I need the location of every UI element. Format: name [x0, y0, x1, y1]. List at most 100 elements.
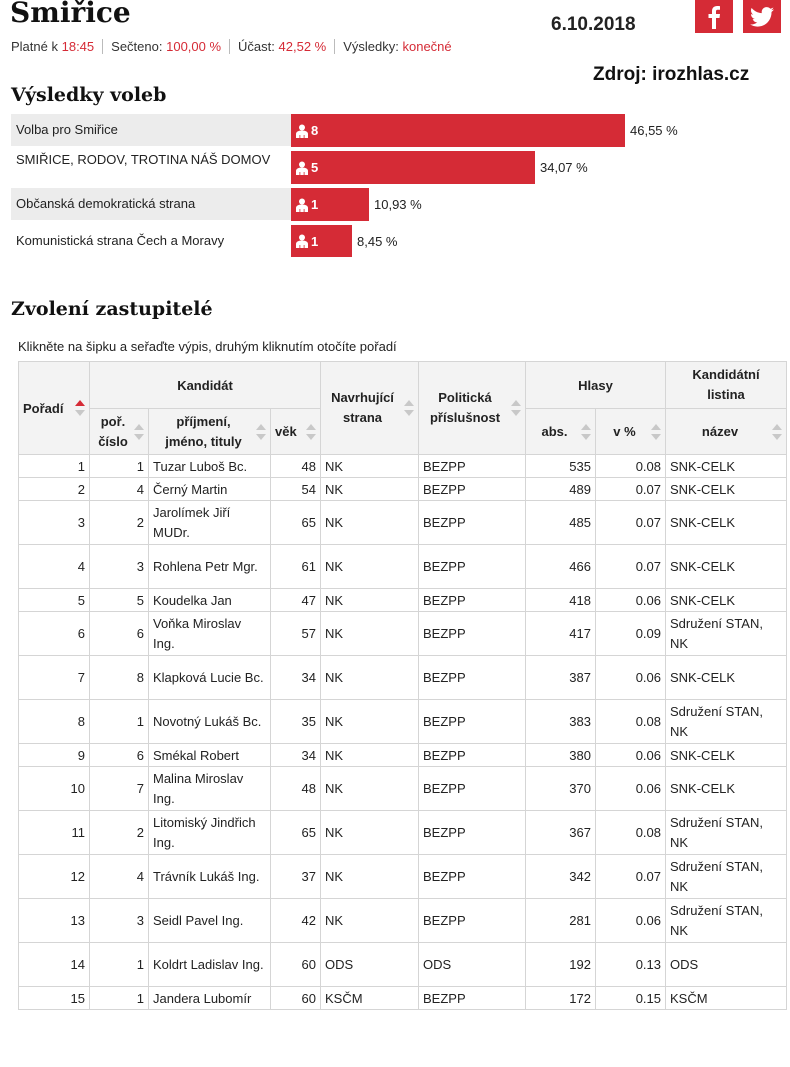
cell-politicka: BEZPP	[418, 810, 526, 855]
cell-poradi: 1	[18, 454, 90, 478]
cell-pct: 0.06	[595, 655, 666, 700]
cell-abs: 387	[525, 655, 596, 700]
table-row: 5 5 Koudelka Jan 47 NK BEZPP 418 0.06 SNK-CELK	[18, 588, 787, 612]
turnout-value: 42,52 %	[278, 39, 327, 54]
table-row: 6 6 Voňka Miroslav Ing. 57 NK BEZPP 417 0.09 Sdr…	[18, 611, 787, 656]
cell-cislo: 4	[89, 854, 149, 899]
col-navrhujici[interactable]: Navrhující strana	[320, 361, 419, 455]
cell-cislo: 1	[89, 454, 149, 478]
cell-cislo: 5	[89, 588, 149, 612]
col-nazev[interactable]: název	[665, 408, 787, 455]
cell-politicka: BEZPP	[418, 766, 526, 811]
col-navrhujici-label-2: strana	[342, 410, 383, 425]
facebook-icon	[708, 5, 720, 29]
cell-abs: 418	[525, 588, 596, 612]
cell-politicka: BEZPP	[418, 743, 526, 767]
cell-politicka: BEZPP	[418, 898, 526, 943]
cell-jmeno: Koldrt Ladislav Ing.	[148, 942, 271, 987]
table-row: 14 1 Koldrt Ladislav Ing. 60 ODS ODS 192 0.13 OD…	[18, 942, 787, 987]
col-kandidat-label: Kandidát	[177, 377, 233, 393]
cell-abs: 383	[525, 699, 596, 744]
person-icon	[296, 124, 308, 138]
cell-poradi: 9	[18, 743, 90, 767]
facebook-share-button[interactable]	[695, 0, 733, 33]
table-row: 13 3 Seidl Pavel Ing. 42 NK BEZPP 281 0.06 Sdruž…	[18, 898, 787, 943]
cell-pct: 0.07	[595, 544, 666, 589]
twitter-share-button[interactable]	[743, 0, 781, 33]
cell-politicka: BEZPP	[418, 986, 526, 1010]
cell-cislo: 1	[89, 942, 149, 987]
cell-jmeno: Smékal Robert	[148, 743, 271, 767]
col-politicka-label-2: příslušnost	[429, 410, 501, 425]
cell-listina: Sdružení STAN, NK	[665, 611, 787, 656]
sort-icon[interactable]	[306, 423, 316, 440]
sort-icon[interactable]	[511, 400, 521, 416]
cell-cislo: 6	[89, 743, 149, 767]
party-percent: 46,55 %	[630, 123, 678, 138]
cell-vek: 42	[270, 898, 321, 943]
table-row: 11 2 Litomiský Jindřich Ing. 65 NK BEZPP 367 0.…	[18, 810, 787, 855]
col-poradi[interactable]: Pořadí	[18, 361, 90, 455]
cell-poradi: 2	[18, 477, 90, 501]
cell-jmeno: Seidl Pavel Ing.	[148, 898, 271, 943]
col-por-cislo-label-1: poř.	[100, 413, 126, 429]
results-heading: Výsledky voleb	[11, 84, 167, 106]
col-politicka[interactable]: Politická příslušnost	[418, 361, 526, 455]
sort-icon[interactable]	[256, 423, 266, 440]
cell-cislo: 3	[89, 544, 149, 589]
col-abs[interactable]: abs.	[525, 408, 596, 455]
cell-navrhujici: KSČM	[320, 986, 419, 1010]
cell-vek: 47	[270, 588, 321, 612]
cell-navrhujici: NK	[320, 743, 419, 767]
cell-listina: SNK-CELK	[665, 766, 787, 811]
sort-icon[interactable]	[404, 400, 414, 416]
col-listina-label-2: listina	[707, 387, 745, 402]
cell-abs: 489	[525, 477, 596, 501]
person-icon	[296, 234, 308, 248]
cell-pct: 0.07	[595, 500, 666, 545]
cell-pct: 0.06	[595, 766, 666, 811]
col-vek-label: věk	[275, 424, 297, 439]
cell-cislo: 6	[89, 611, 149, 656]
party-row-bg	[11, 114, 291, 146]
cell-navrhujici: NK	[320, 500, 419, 545]
divider	[334, 39, 336, 54]
table-row: 2 4 Černý Martin 54 NK BEZPP 489 0.07 SNK-CELK	[18, 477, 787, 501]
cell-poradi: 14	[18, 942, 90, 987]
sort-icon[interactable]	[134, 423, 144, 440]
cell-listina: SNK-CELK	[665, 544, 787, 589]
cell-politicka: BEZPP	[418, 588, 526, 612]
cell-listina: SNK-CELK	[665, 743, 787, 767]
valid-value: 18:45	[61, 39, 95, 54]
cell-listina: Sdružení STAN, NK	[665, 810, 787, 855]
cell-listina: KSČM	[665, 986, 787, 1010]
col-jmeno[interactable]: příjmení, jméno, tituly	[148, 408, 271, 455]
cell-politicka: BEZPP	[418, 544, 526, 589]
sort-icon[interactable]	[581, 423, 591, 440]
col-vpct-label: v %	[613, 424, 636, 439]
cell-pct: 0.07	[595, 477, 666, 501]
sort-icon[interactable]	[772, 423, 782, 440]
cell-pct: 0.15	[595, 986, 666, 1010]
cell-vek: 57	[270, 611, 321, 656]
sort-asc-icon[interactable]	[75, 400, 85, 416]
cell-vek: 54	[270, 477, 321, 501]
col-por-cislo[interactable]: poř. číslo	[89, 408, 149, 455]
cell-pct: 0.06	[595, 743, 666, 767]
cell-jmeno: Malina Miroslav Ing.	[148, 766, 271, 811]
cell-politicka: BEZPP	[418, 477, 526, 501]
party-name: Volba pro Smiřice	[16, 122, 118, 137]
col-vek[interactable]: věk	[270, 408, 321, 455]
party-seats: 1	[311, 233, 319, 249]
cell-navrhujici: NK	[320, 611, 419, 656]
cell-poradi: 13	[18, 898, 90, 943]
col-vpct[interactable]: v %	[595, 408, 666, 455]
cell-abs: 535	[525, 454, 596, 478]
cell-vek: 60	[270, 942, 321, 987]
cell-cislo: 7	[89, 766, 149, 811]
party-row-bg	[11, 149, 291, 186]
party-name: Komunistická strana Čech a Moravy	[16, 233, 225, 248]
cell-poradi: 12	[18, 854, 90, 899]
sort-icon[interactable]	[651, 423, 661, 440]
cell-navrhujici: NK	[320, 766, 419, 811]
